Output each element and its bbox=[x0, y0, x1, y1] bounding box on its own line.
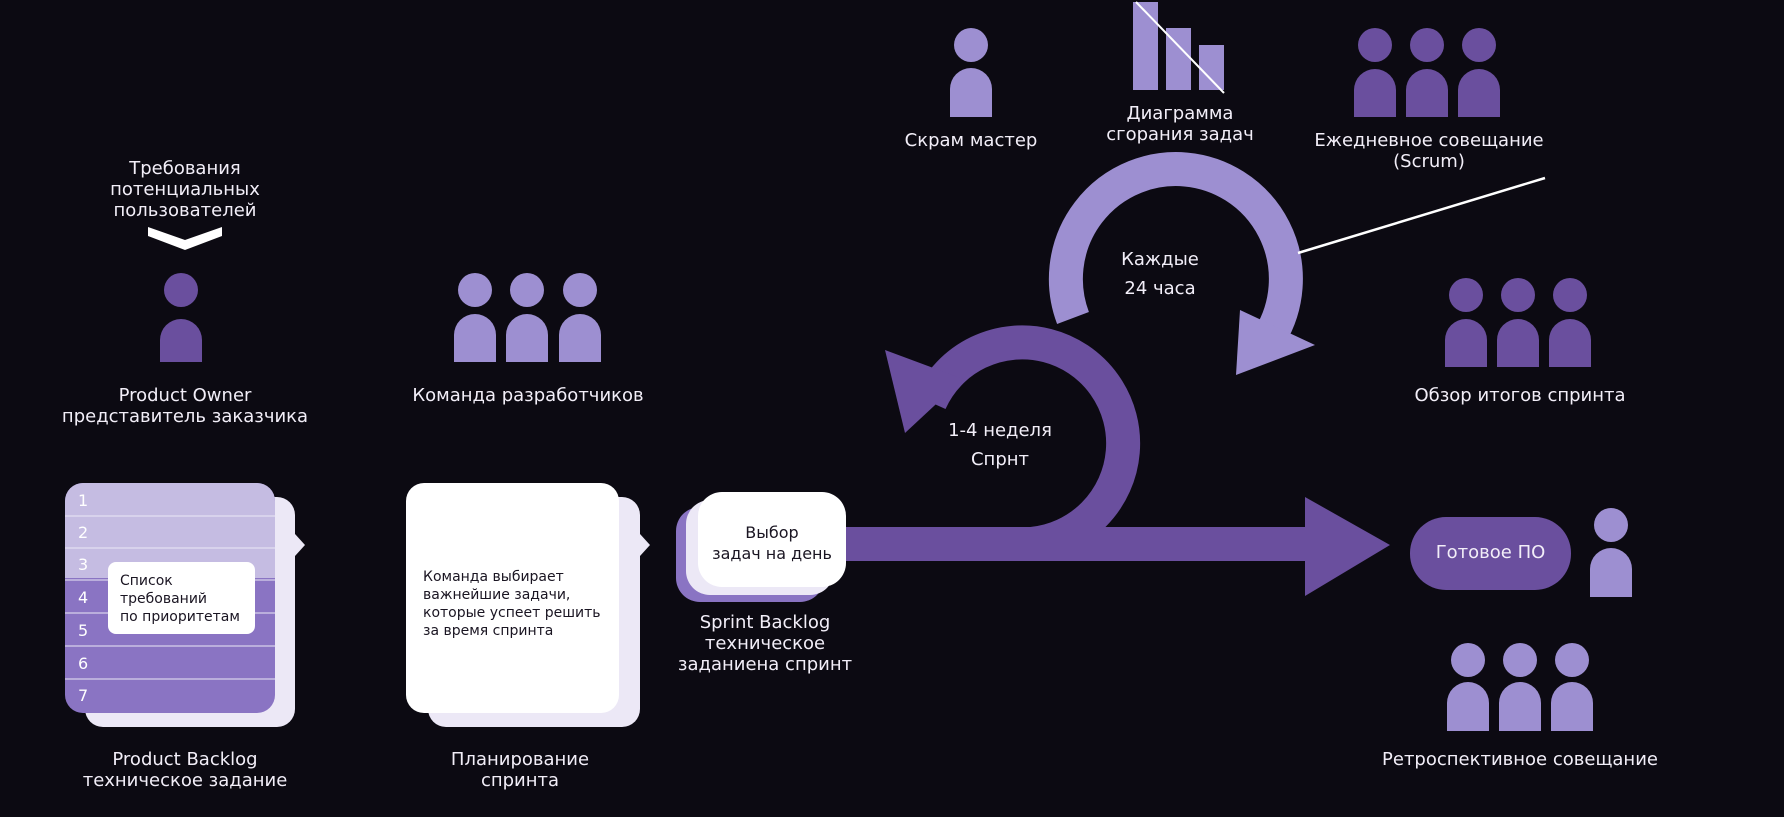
team-people-icon bbox=[454, 273, 601, 362]
sprint-cycle-arrowhead bbox=[885, 350, 963, 433]
sprint-cycle-arrow bbox=[840, 325, 1141, 561]
backlog-row-number: 1 bbox=[78, 491, 89, 510]
planning-card-stack bbox=[406, 483, 650, 727]
backlog-row-number: 4 bbox=[78, 588, 89, 607]
product-owner-label: Product Owner представитель заказчика bbox=[61, 385, 309, 427]
daily-cycle-label: Каждые 24 часа bbox=[1121, 249, 1199, 299]
daily-cycle-arrow bbox=[1048, 152, 1303, 345]
product-backlog-stack bbox=[65, 483, 305, 727]
sprint-review-label: Обзор итогов спринта bbox=[1414, 385, 1626, 406]
sprint-planning-label: Планирование спринта bbox=[450, 749, 590, 791]
scrum-master-person-icon bbox=[950, 28, 992, 117]
scrum-master-label: Скрам мастер bbox=[904, 130, 1038, 151]
product-backlog-label: Product Backlog техническое задание bbox=[82, 749, 288, 791]
burndown-label: Диаграмма сгорания задач bbox=[1106, 103, 1254, 145]
done-product-pill bbox=[1410, 517, 1571, 590]
product-owner-person-icon bbox=[160, 273, 202, 362]
burndown-chart-icon bbox=[1133, 1, 1225, 94]
backlog-row-number: 7 bbox=[78, 686, 89, 705]
sprint-duration-label: 1-4 неделя Спрнт bbox=[948, 420, 1052, 470]
sprint-backlog-label: Sprint Backlog техническое заданиена спр… bbox=[677, 612, 853, 675]
sprint-review-people-icon bbox=[1445, 278, 1591, 367]
chevron-down-icon bbox=[148, 227, 222, 250]
requirements-label: Требования потенциальных пользователей bbox=[110, 158, 260, 221]
backlog-row-number: 5 bbox=[78, 621, 89, 640]
sprint-backlog-card-stack bbox=[676, 492, 846, 602]
daily-meeting-people-icon bbox=[1354, 28, 1500, 117]
connector-line bbox=[1297, 176, 1546, 255]
retrospective-people-icon bbox=[1447, 643, 1593, 731]
main-flow-arrow bbox=[1031, 497, 1390, 596]
daily-cycle-arrowhead bbox=[1236, 310, 1315, 375]
user-person-icon bbox=[1590, 508, 1632, 597]
retrospective-label: Ретроспективное совещание bbox=[1382, 749, 1658, 770]
backlog-row-number: 3 bbox=[78, 555, 89, 574]
backlog-row-number: 6 bbox=[78, 654, 89, 673]
dev-team-label: Команда разработчиков bbox=[412, 385, 644, 406]
backlog-row-number: 2 bbox=[78, 523, 89, 542]
done-product-label: Готовое ПО bbox=[1435, 542, 1546, 563]
sprint-backlog-card-text: Выбор задач на день bbox=[712, 523, 832, 563]
planning-card-text: Команда выбирает важнейшие задачи, котор… bbox=[423, 569, 601, 639]
daily-meeting-label: Ежедневное совещание (Scrum) bbox=[1314, 130, 1544, 172]
backlog-card-text: Список требований по приоритетам bbox=[120, 573, 240, 625]
